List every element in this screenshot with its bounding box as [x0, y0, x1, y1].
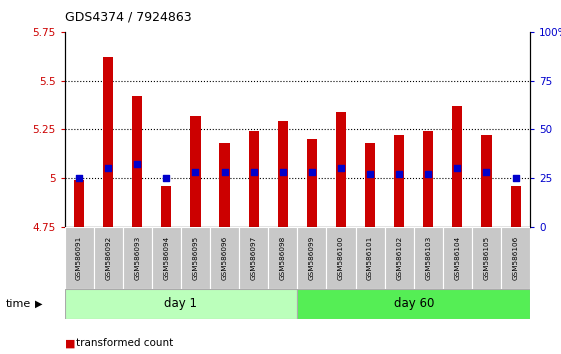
Bar — [297, 289, 530, 319]
Bar — [210, 227, 239, 289]
Point — [75, 175, 84, 181]
Point — [366, 171, 375, 177]
Text: GSM586091: GSM586091 — [76, 235, 82, 280]
Point — [482, 169, 491, 175]
Text: GSM586100: GSM586100 — [338, 235, 344, 280]
Bar — [190, 115, 201, 227]
Bar — [297, 227, 327, 289]
Bar — [423, 131, 434, 227]
Text: GSM586106: GSM586106 — [513, 235, 518, 280]
Bar — [452, 106, 462, 227]
Bar — [219, 143, 229, 227]
Text: day 60: day 60 — [394, 297, 434, 310]
Point — [278, 169, 287, 175]
Point — [220, 169, 229, 175]
Point — [104, 165, 113, 171]
Point — [337, 165, 346, 171]
Point — [424, 171, 433, 177]
Point — [133, 161, 142, 167]
Bar — [394, 135, 404, 227]
Bar — [365, 143, 375, 227]
Bar — [152, 227, 181, 289]
Text: GSM586104: GSM586104 — [454, 235, 461, 280]
Point — [162, 175, 171, 181]
Bar — [307, 139, 317, 227]
Text: GSM586096: GSM586096 — [222, 235, 228, 280]
Text: day 1: day 1 — [164, 297, 197, 310]
Bar — [161, 186, 172, 227]
Bar — [132, 96, 142, 227]
Bar — [123, 227, 152, 289]
Bar — [511, 186, 521, 227]
Text: GSM586105: GSM586105 — [484, 235, 490, 280]
Bar — [74, 180, 84, 227]
Bar — [103, 57, 113, 227]
Bar — [481, 135, 491, 227]
Text: ▶: ▶ — [35, 298, 43, 309]
Point — [511, 175, 520, 181]
Point — [307, 169, 316, 175]
Bar — [413, 227, 443, 289]
Text: GSM586092: GSM586092 — [105, 235, 111, 280]
Text: GSM586098: GSM586098 — [280, 235, 286, 280]
Text: GDS4374 / 7924863: GDS4374 / 7924863 — [65, 11, 191, 24]
Text: GSM586102: GSM586102 — [396, 235, 402, 280]
Text: GSM586101: GSM586101 — [367, 235, 373, 280]
Bar — [472, 227, 501, 289]
Bar — [65, 227, 94, 289]
Bar — [239, 227, 268, 289]
Bar — [249, 131, 259, 227]
Bar — [336, 112, 346, 227]
Point — [395, 171, 404, 177]
Text: GSM586095: GSM586095 — [192, 235, 199, 280]
Point — [191, 169, 200, 175]
Text: GSM586093: GSM586093 — [134, 235, 140, 280]
Point — [453, 165, 462, 171]
Text: GSM586103: GSM586103 — [425, 235, 431, 280]
Bar — [278, 121, 288, 227]
Text: time: time — [6, 298, 31, 309]
Point — [249, 169, 258, 175]
Text: GSM586099: GSM586099 — [309, 235, 315, 280]
Bar — [385, 227, 413, 289]
Bar — [356, 227, 385, 289]
Bar — [65, 289, 297, 319]
Text: GSM586094: GSM586094 — [163, 235, 169, 280]
Bar — [501, 227, 530, 289]
Bar — [181, 227, 210, 289]
Bar — [268, 227, 297, 289]
Bar — [94, 227, 123, 289]
Bar — [443, 227, 472, 289]
Text: transformed count: transformed count — [76, 338, 173, 348]
Text: GSM586097: GSM586097 — [251, 235, 257, 280]
Text: ■: ■ — [65, 338, 75, 348]
Bar — [327, 227, 356, 289]
